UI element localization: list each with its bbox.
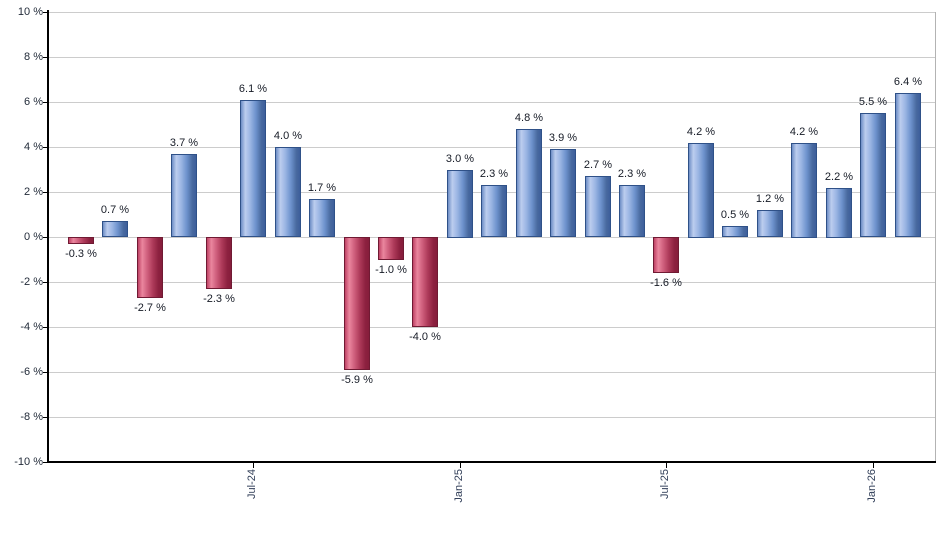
gridline xyxy=(48,417,935,418)
bar xyxy=(722,226,748,237)
bar xyxy=(102,221,128,237)
bar xyxy=(826,188,852,238)
y-tick-mark xyxy=(43,327,48,328)
gridline xyxy=(48,327,935,328)
bar-value-label: 2.7 % xyxy=(583,159,613,171)
plot-area: -0.3 % 0.7 % -2.7 % 3.7 % -2.3 % 6.1 % 4.0 % 1.… xyxy=(48,12,936,462)
gridline xyxy=(48,102,935,103)
y-axis-tick-label: 4 % xyxy=(24,141,43,153)
bar xyxy=(688,143,714,238)
gridline xyxy=(48,57,935,58)
gridline xyxy=(48,282,935,283)
y-axis-tick-label: 8 % xyxy=(24,51,43,63)
y-tick-mark xyxy=(43,462,48,463)
bar xyxy=(309,199,335,237)
y-axis-tick-label: -4 % xyxy=(20,321,43,333)
gridline xyxy=(48,12,935,13)
bar-value-label: 2.3 % xyxy=(479,168,509,180)
gridline xyxy=(48,147,935,148)
bar-value-label: 3.9 % xyxy=(548,132,578,144)
bar xyxy=(585,176,611,237)
x-tick-mark xyxy=(253,463,254,468)
bar xyxy=(653,237,679,273)
bar xyxy=(171,154,197,237)
bar xyxy=(206,237,232,289)
bar-value-label: -0.3 % xyxy=(65,248,97,260)
y-axis-tick-label: -10 % xyxy=(14,456,43,468)
y-axis-tick-label: -2 % xyxy=(20,276,43,288)
bar-value-label: 1.7 % xyxy=(307,182,337,194)
gridline xyxy=(48,372,935,373)
bar-value-label: 6.1 % xyxy=(238,83,268,95)
x-axis-line xyxy=(47,461,936,463)
bar-value-label: -2.7 % xyxy=(134,302,166,314)
bar xyxy=(860,113,886,237)
y-axis-tick-label: -6 % xyxy=(20,366,43,378)
bar-value-label: 3.7 % xyxy=(169,137,199,149)
bar-value-label: 4.2 % xyxy=(686,126,716,138)
bar xyxy=(895,93,921,237)
y-axis-tick-label: 10 % xyxy=(17,6,43,18)
bar xyxy=(275,147,301,237)
x-tick-mark xyxy=(666,463,667,468)
bar xyxy=(68,237,94,244)
y-tick-mark xyxy=(43,147,48,148)
bar xyxy=(447,170,473,238)
y-axis-line xyxy=(47,10,49,463)
bar-value-label: -2.3 % xyxy=(203,293,235,305)
bar-value-label: 2.3 % xyxy=(617,168,647,180)
bar-value-label: 4.8 % xyxy=(514,112,544,124)
x-axis-tick-label: Jan-26 xyxy=(866,469,878,503)
bar xyxy=(412,237,438,327)
y-tick-mark xyxy=(43,12,48,13)
y-axis-tick-label: 2 % xyxy=(24,186,43,198)
bar-value-label: 4.0 % xyxy=(273,130,303,142)
bar-value-label: 6.4 % xyxy=(893,76,923,88)
bar-value-label: 2.2 % xyxy=(824,171,854,183)
bar-value-label: -4.0 % xyxy=(409,331,441,343)
bar xyxy=(516,129,542,237)
x-axis-tick-label: Jul-24 xyxy=(246,469,258,499)
bar-value-label: 5.5 % xyxy=(858,96,888,108)
y-tick-mark xyxy=(43,417,48,418)
bar-value-label: 4.2 % xyxy=(789,126,819,138)
bar-value-label: -5.9 % xyxy=(341,374,373,386)
x-tick-mark xyxy=(873,463,874,468)
bar xyxy=(550,149,576,237)
bar xyxy=(240,100,266,237)
bar xyxy=(378,237,404,260)
bar-value-label: 0.7 % xyxy=(100,204,130,216)
y-tick-mark xyxy=(43,102,48,103)
bar xyxy=(481,185,507,237)
bar-value-label: 3.0 % xyxy=(445,153,475,165)
bar-value-label: 0.5 % xyxy=(720,209,750,221)
bar-value-label: -1.0 % xyxy=(375,264,407,276)
gridline xyxy=(48,237,935,238)
bar-value-label: -1.6 % xyxy=(650,277,682,289)
y-tick-mark xyxy=(43,57,48,58)
y-tick-mark xyxy=(43,282,48,283)
bar-value-label: 1.2 % xyxy=(755,193,785,205)
bar xyxy=(757,210,783,237)
x-axis-tick-label: Jan-25 xyxy=(453,469,465,503)
bar xyxy=(344,237,370,370)
bar xyxy=(619,185,645,237)
x-axis-tick-label: Jul-25 xyxy=(659,469,671,499)
y-axis-tick-label: 0 % xyxy=(24,231,43,243)
x-tick-mark xyxy=(460,463,461,468)
bar xyxy=(791,143,817,238)
bar xyxy=(137,237,163,298)
y-tick-mark xyxy=(43,372,48,373)
y-tick-mark xyxy=(43,237,48,238)
y-tick-mark xyxy=(43,192,48,193)
y-axis-tick-label: -8 % xyxy=(20,411,43,423)
y-axis-tick-label: 6 % xyxy=(24,96,43,108)
